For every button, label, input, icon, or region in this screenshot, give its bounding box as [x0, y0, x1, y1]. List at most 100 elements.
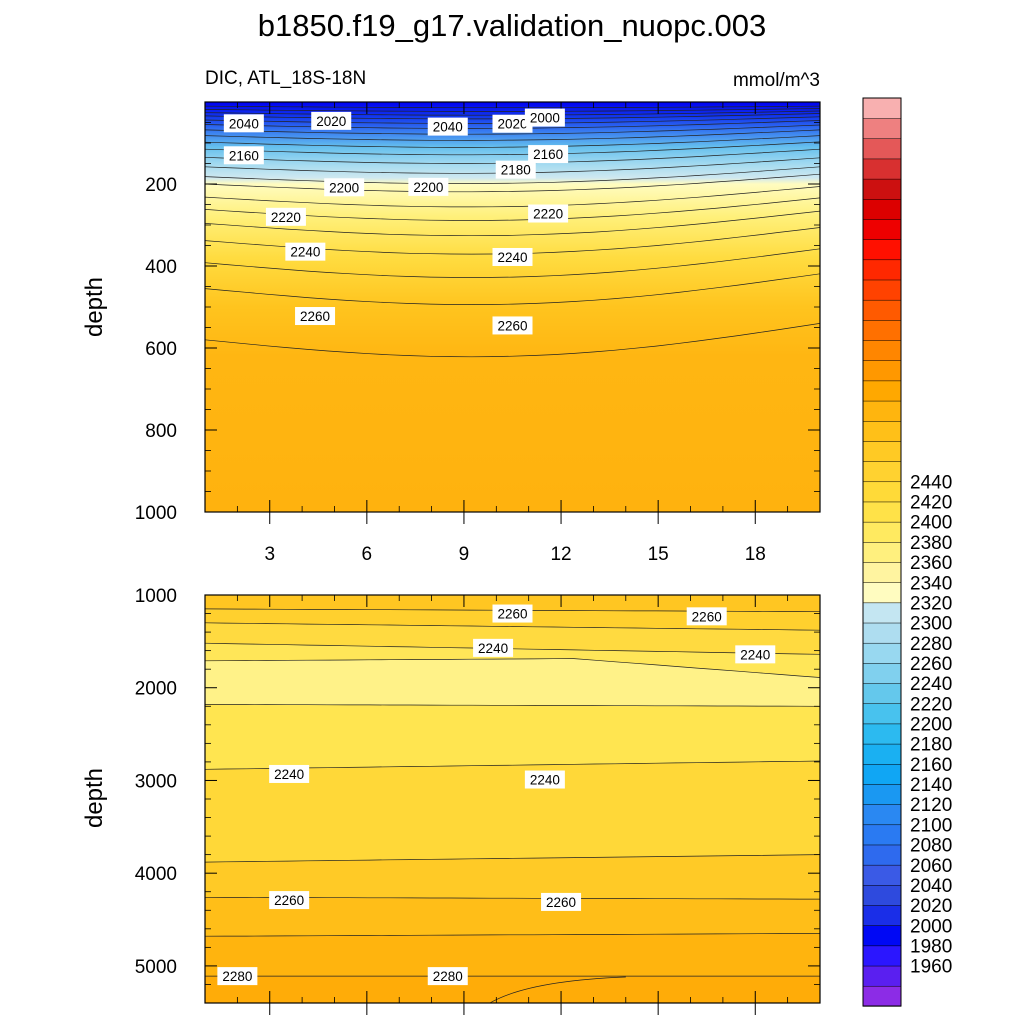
contour-label-box [324, 178, 365, 197]
upper-contour-label: 2020 [311, 111, 352, 130]
contour-label-box [408, 177, 449, 196]
lower-contour-label: 2260 [686, 607, 727, 626]
contour-label-box [492, 114, 533, 133]
upper-right-subtitle: mmol/m^3 [733, 70, 820, 91]
colorbar-tick-label: 2160 [910, 755, 952, 776]
contour-label-text: 2240 [274, 767, 304, 782]
upper-x-tick-label: 9 [459, 544, 470, 565]
contour-label-text: 2240 [478, 641, 508, 656]
upper-contour-line [205, 273, 820, 305]
contour-label-box [265, 207, 306, 226]
contour-label-text: 2040 [433, 120, 463, 135]
contour-label-box [541, 892, 582, 911]
colorbar-swatch [862, 864, 902, 886]
colorbar-frame [862, 97, 902, 1007]
colorbar-swatch [862, 460, 902, 483]
colorbar-swatch [862, 622, 902, 644]
upper-axes: 200 400 600 800 1000 3 6 9 12 15 18 [135, 102, 820, 565]
upper-contour-line [205, 108, 820, 112]
lower-field-band [205, 897, 820, 937]
upper-panel: DIC, ATL_18S-18N mmol/m^3 200 400 600 800 10… [81, 68, 821, 565]
lower-field-bands [205, 595, 820, 1003]
upper-contour-label: 2000 [524, 108, 565, 127]
upper-contour-line [205, 129, 820, 141]
colorbar-swatch [862, 360, 902, 382]
colorbar-swatch [862, 662, 902, 684]
contour-label-text: 2260 [300, 309, 330, 324]
contour-label-text: 2020 [497, 117, 527, 132]
contour-label-text: 2240 [497, 250, 527, 265]
contour-label-box [295, 307, 336, 326]
colorbar-swatch [862, 763, 902, 785]
upper-contour-label: 2220 [265, 207, 306, 226]
colorbar-swatch [862, 279, 902, 301]
colorbar-swatch [862, 582, 902, 604]
upper-contour-line [205, 210, 820, 237]
lower-contour-line [205, 854, 820, 863]
contour-label-box [528, 145, 569, 164]
contour-label-box [473, 638, 514, 657]
contour-label-box [223, 114, 264, 133]
contour-label-box [427, 117, 468, 136]
lower-field-band [205, 595, 820, 612]
upper-contour-label: 2200 [408, 177, 449, 196]
colorbar-swatch [862, 945, 902, 967]
contour-label-text: 2260 [546, 895, 576, 910]
lower-panel: 1000 2000 3000 4000 5000 2260 2260 2240 2240 224… [81, 586, 821, 1015]
lower-field-band [205, 976, 820, 1003]
colorbar-swatch [862, 178, 902, 200]
colorbar-swatch [862, 218, 902, 240]
contour-label-box [311, 111, 352, 130]
contour-label-text: 2280 [222, 969, 252, 984]
contour-label-text: 2260 [497, 607, 527, 622]
colorbar-swatch [862, 682, 902, 704]
upper-contour-line [205, 135, 820, 148]
upper-y-tick-label: 600 [145, 339, 177, 360]
colorbar-swatch [862, 925, 902, 947]
contour-label-box [269, 891, 310, 910]
upper-y-tick-label: 1000 [135, 503, 177, 524]
upper-contour-label: 2220 [528, 204, 569, 223]
colorbar-tick-label: 2120 [910, 795, 952, 816]
colorbar-tick-label: 2420 [910, 493, 952, 514]
colorbar-tick-label: 2060 [910, 856, 952, 877]
lower-contour-label: 2260 [269, 891, 310, 910]
colorbar-tick-label: 2300 [910, 614, 952, 635]
colorbar-swatch [862, 743, 902, 765]
lower-y-axis-label: depth [81, 768, 108, 828]
contour-label-box [735, 645, 776, 664]
colorbar-swatch [862, 238, 902, 261]
upper-contour-line [205, 124, 820, 135]
lower-contour-labels: 2260 2260 2240 2240 2240 2240 2260 2260 2280 2280 [217, 604, 776, 986]
colorbar-tick-label: 2080 [910, 836, 952, 857]
contour-label-text: 2180 [501, 163, 531, 178]
colorbar-swatch [862, 985, 902, 1007]
colorbar-tick-label: 2280 [910, 634, 952, 655]
lower-contour-line [205, 933, 820, 937]
colorbar-swatch [862, 723, 902, 745]
upper-left-subtitle: DIC, ATL_18S-18N [205, 68, 366, 89]
lower-contour-label: 2260 [492, 604, 533, 623]
lower-y-tick-label: 3000 [135, 771, 177, 792]
upper-x-tick-label: 12 [550, 544, 571, 565]
upper-contour-label: 2160 [223, 146, 264, 165]
colorbar-swatch [862, 117, 902, 140]
colorbar-swatch [862, 783, 902, 805]
contour-label-text: 2220 [533, 207, 563, 222]
upper-contour-label: 2260 [492, 316, 533, 335]
upper-contour-label: 2200 [324, 178, 365, 197]
lower-field-band [205, 704, 820, 770]
upper-contour-line [205, 186, 820, 208]
contour-label-text: 2020 [316, 114, 346, 129]
contour-label-box [524, 770, 565, 789]
contour-label-text: 2220 [271, 210, 301, 225]
upper-contour-line [205, 323, 820, 358]
contour-label-box [686, 607, 727, 626]
colorbar-swatch [862, 703, 902, 725]
lower-field-band [205, 658, 820, 707]
contour-label-box [495, 160, 536, 179]
upper-y-tick-label: 800 [145, 421, 177, 442]
colorbar-tick-label: 2100 [910, 815, 952, 836]
colorbar-tick-label: 2240 [910, 674, 952, 695]
lower-contour-label: 2280 [217, 967, 258, 986]
